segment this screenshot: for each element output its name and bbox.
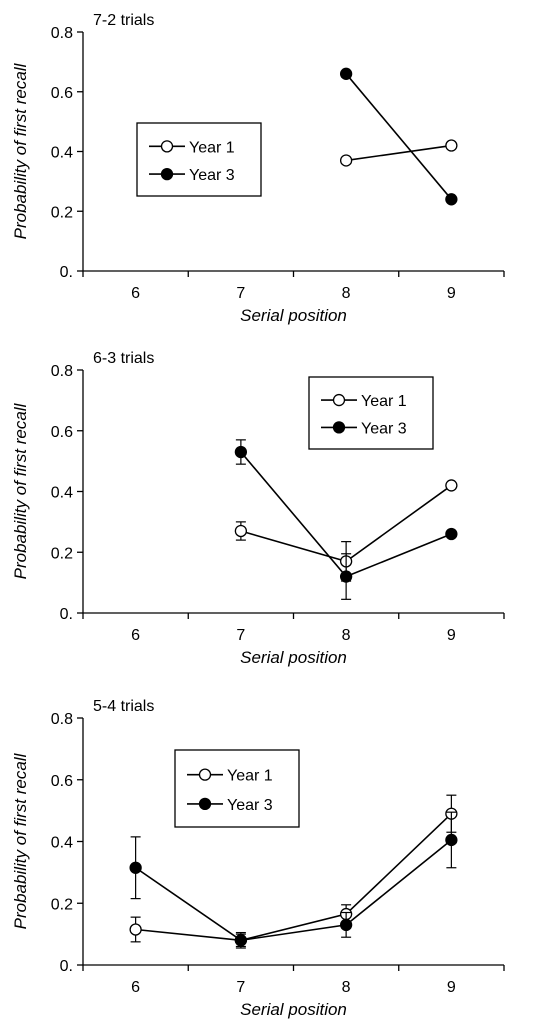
legend: Year 1 Year 3 xyxy=(174,749,300,828)
series-year-3 xyxy=(339,67,458,206)
data-point xyxy=(445,139,458,152)
y-tick-label: 0.8 xyxy=(51,711,73,728)
data-point xyxy=(339,570,353,583)
data-point xyxy=(445,193,458,206)
x-tick-label: 7 xyxy=(236,979,245,996)
legend-label: Year 3 xyxy=(227,797,273,814)
series-line xyxy=(135,813,452,942)
x-tick-label: 6 xyxy=(131,285,140,302)
y-tick-label: 0.2 xyxy=(51,545,73,562)
data-point xyxy=(234,934,248,947)
y-tick-label: 0.2 xyxy=(51,896,73,913)
legend-box xyxy=(174,749,300,828)
y-tick-label: 0. xyxy=(60,958,73,975)
chart-panel-1: 0. 0.2 0.4 0.6 0.8 6 7 8 9 Serial position Probabi… xyxy=(11,12,505,325)
data-point xyxy=(234,524,248,538)
data-point xyxy=(339,67,353,80)
legend-label: Year 3 xyxy=(361,420,407,437)
y-tick-label: 0. xyxy=(60,606,73,623)
y-tick-label: 0.8 xyxy=(51,25,73,42)
y-tick-label: 0. xyxy=(60,264,73,281)
legend: Year 1 Year 3 xyxy=(136,122,262,197)
legend-marker xyxy=(198,797,212,811)
series-year-3 xyxy=(129,811,458,949)
data-point xyxy=(234,445,248,459)
x-axis-title: Serial position xyxy=(240,648,347,667)
panel-title: 6-3 trials xyxy=(93,350,154,367)
series-year-3 xyxy=(234,439,458,600)
chart-panel-3: 0. 0.2 0.4 0.6 0.8 6 7 8 9 Serial position Probabi… xyxy=(11,698,505,1019)
legend-box xyxy=(136,122,262,197)
legend-label: Year 1 xyxy=(361,393,407,410)
series-year-1 xyxy=(339,139,458,167)
data-point xyxy=(445,833,458,847)
x-axis-title: Serial position xyxy=(240,1000,347,1019)
legend-marker xyxy=(332,393,346,407)
series-line xyxy=(135,839,452,942)
x-axis-title: Serial position xyxy=(240,306,347,325)
x-tick-label: 7 xyxy=(236,285,245,302)
legend-marker xyxy=(160,140,174,153)
legend-marker xyxy=(332,421,346,434)
panel-title: 7-2 trials xyxy=(93,12,154,29)
y-tick-label: 0.8 xyxy=(51,363,73,380)
y-tick-label: 0.4 xyxy=(51,835,73,852)
legend-box xyxy=(308,376,434,450)
y-axis-title: Probability of first recall xyxy=(11,62,30,239)
series-line xyxy=(345,73,452,200)
legend-label: Year 1 xyxy=(227,768,273,785)
x-tick-label: 8 xyxy=(342,285,351,302)
legend-marker xyxy=(160,167,174,181)
data-point xyxy=(445,527,458,541)
y-tick-label: 0.6 xyxy=(51,773,73,790)
data-point xyxy=(129,861,142,874)
data-point xyxy=(445,479,458,492)
y-tick-label: 0.6 xyxy=(51,424,73,441)
x-tick-label: 9 xyxy=(447,285,456,302)
legend-marker xyxy=(198,768,212,781)
y-axis-title: Probability of first recall xyxy=(11,752,30,929)
x-tick-label: 8 xyxy=(342,627,351,644)
series-line xyxy=(346,144,452,162)
data-point xyxy=(129,923,142,936)
data-point xyxy=(339,918,353,932)
y-axis-title: Probability of first recall xyxy=(11,402,30,579)
data-point xyxy=(339,154,353,167)
x-tick-label: 8 xyxy=(342,979,351,996)
chart-panel-2: 0. 0.2 0.4 0.6 0.8 6 7 8 9 Serial position Probabi… xyxy=(11,350,505,667)
x-tick-label: 6 xyxy=(131,979,140,996)
y-tick-label: 0.4 xyxy=(51,485,73,502)
x-tick-label: 7 xyxy=(236,627,245,644)
panel-title: 5-4 trials xyxy=(93,698,154,715)
legend-label: Year 1 xyxy=(189,139,235,156)
x-tick-label: 9 xyxy=(447,979,456,996)
y-tick-label: 0.4 xyxy=(51,145,73,162)
legend: Year 1 Year 3 xyxy=(308,376,434,450)
y-tick-label: 0.2 xyxy=(51,204,73,221)
x-tick-label: 6 xyxy=(131,627,140,644)
y-tick-label: 0.6 xyxy=(51,85,73,102)
legend-label: Year 3 xyxy=(189,167,235,184)
x-tick-label: 9 xyxy=(447,627,456,644)
